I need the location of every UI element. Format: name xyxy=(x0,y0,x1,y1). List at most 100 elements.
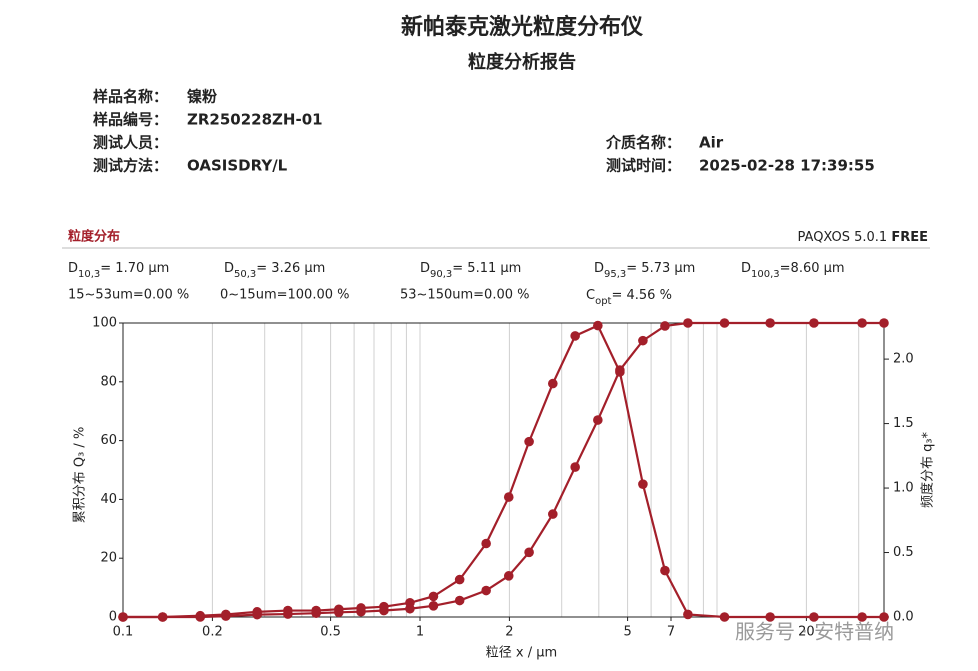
range-stat: 53~150um=0.00 % xyxy=(400,288,529,303)
stat-value: =8.60 μm xyxy=(780,261,845,276)
field-value: Air xyxy=(699,134,724,152)
point xyxy=(809,318,819,328)
point xyxy=(683,609,693,620)
x-tick-label: 5 xyxy=(623,625,631,640)
point xyxy=(252,607,262,617)
point xyxy=(379,601,389,612)
x-tick-label: 0.2 xyxy=(202,625,223,640)
stat: D95,3= 5.73 μm xyxy=(594,261,695,280)
point xyxy=(195,610,206,621)
field-value: OASISDRY/L xyxy=(187,157,288,175)
stat-subscript: 90,3 xyxy=(430,269,452,280)
field-label: 测试人员： xyxy=(93,134,168,152)
point xyxy=(879,612,889,622)
y2-tick-label: 2.0 xyxy=(893,352,914,367)
point xyxy=(683,318,693,328)
range-stat: 15~53um=0.00 % xyxy=(68,288,189,303)
point xyxy=(719,612,730,622)
stat-symbol: D xyxy=(68,261,78,276)
point xyxy=(454,595,465,606)
range-stat: 0~15um=100.00 % xyxy=(220,288,349,303)
y2-tick-label: 1.5 xyxy=(893,416,914,431)
point xyxy=(719,318,730,328)
x-axis-label: 粒径 x / μm xyxy=(486,646,557,661)
point xyxy=(405,598,415,608)
y-tick-label: 80 xyxy=(100,374,117,389)
point xyxy=(857,612,867,622)
y-tick-label: 0 xyxy=(109,610,117,625)
point xyxy=(311,605,321,616)
point xyxy=(356,603,366,613)
field-label: 样品名称： xyxy=(93,88,168,106)
plot-frame xyxy=(122,322,885,618)
edition: FREE xyxy=(891,230,928,245)
y-tick-label: 100 xyxy=(92,316,117,331)
point xyxy=(548,378,558,389)
point xyxy=(283,605,293,616)
x-tick-label: 0.5 xyxy=(320,625,341,640)
y2-tick-label: 0.0 xyxy=(893,610,914,625)
software-name: PAQXOS 5.0.1 xyxy=(798,230,888,245)
point xyxy=(503,571,514,581)
stat: D100,3=8.60 μm xyxy=(741,261,845,280)
stat-value: = 1.70 μm xyxy=(100,261,169,276)
field-label: 样品编号： xyxy=(93,111,168,129)
stat-subscript: 10,3 xyxy=(78,269,100,280)
point xyxy=(221,609,231,620)
point xyxy=(118,612,128,622)
subtitle: 粒度分析报告 xyxy=(468,51,576,73)
point xyxy=(570,462,580,472)
point xyxy=(548,509,558,519)
point xyxy=(570,331,580,341)
x-tick-label: 7 xyxy=(667,625,675,640)
field-label: 介质名称： xyxy=(605,134,681,152)
watermark: 服务号 · 安特普纳 xyxy=(735,620,894,644)
y-tick-label: 60 xyxy=(100,433,117,448)
point xyxy=(524,547,534,558)
stat: Copt= 4.56 % xyxy=(586,288,672,307)
y-axis-label: 累积分布 Q₃ / % xyxy=(73,427,88,524)
y2-tick-label: 1.0 xyxy=(893,481,914,496)
stat-symbol: C xyxy=(586,288,595,303)
section-title: 粒度分布 xyxy=(68,229,120,245)
stat-subscript: 50,3 xyxy=(234,269,256,280)
x-tick-label: 20 xyxy=(798,625,815,640)
point xyxy=(809,612,819,622)
point xyxy=(593,415,603,425)
stat-symbol: D xyxy=(420,261,430,276)
point xyxy=(638,479,648,489)
point xyxy=(481,538,491,549)
stat-symbol: D xyxy=(594,261,604,276)
title: 新帕泰克激光粒度分布仪 xyxy=(401,14,644,40)
y-tick-label: 40 xyxy=(100,492,117,507)
point xyxy=(879,318,889,328)
field-value: ZR250228ZH-01 xyxy=(187,111,323,129)
stat-subscript: 100,3 xyxy=(751,269,780,280)
x-tick-label: 1 xyxy=(416,625,424,640)
point xyxy=(481,585,491,596)
stat: D10,3= 1.70 μm xyxy=(68,261,169,280)
stat: D50,3= 3.26 μm xyxy=(224,261,325,280)
point xyxy=(503,492,514,502)
field-value: 镍粉 xyxy=(187,88,217,106)
stat-symbol: D xyxy=(224,261,234,276)
point xyxy=(454,574,465,585)
stat-value: = 5.73 μm xyxy=(626,261,695,276)
point xyxy=(334,604,344,615)
y2-axis-label: 频度分布 q₃* xyxy=(920,431,936,508)
stat: D90,3= 5.11 μm xyxy=(420,261,521,280)
point xyxy=(428,591,439,602)
point xyxy=(157,612,168,622)
y2-tick-label: 0.5 xyxy=(893,545,914,560)
field-value: 2025-02-28 17:39:55 xyxy=(699,157,875,175)
point xyxy=(765,318,775,328)
point xyxy=(524,436,534,447)
point xyxy=(660,321,670,331)
series-line xyxy=(123,321,884,619)
stat-value: = 4.56 % xyxy=(611,288,671,303)
stat-subscript: opt xyxy=(595,296,611,307)
y-tick-label: 20 xyxy=(100,551,117,566)
field-label: 测试时间： xyxy=(606,157,681,175)
stat-subscript: 95,3 xyxy=(604,269,626,280)
